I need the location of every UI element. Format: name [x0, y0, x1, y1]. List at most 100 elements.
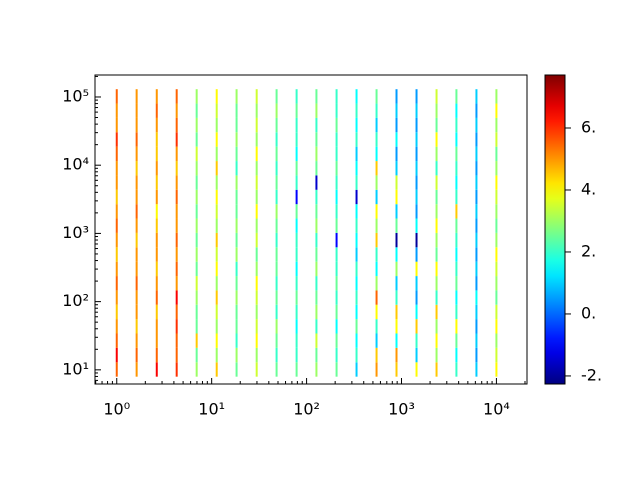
x-tick-label: 10⁴ — [483, 400, 510, 419]
cell — [355, 204, 358, 219]
cell — [155, 103, 158, 118]
x-tick-label: 10³ — [388, 400, 415, 419]
cell — [275, 175, 278, 190]
cell — [335, 89, 338, 104]
cell — [295, 276, 298, 291]
cell — [355, 261, 358, 277]
cell — [455, 232, 458, 248]
cell — [255, 319, 258, 334]
cell — [415, 319, 418, 334]
cell — [315, 347, 318, 363]
cell — [435, 218, 438, 233]
cell — [455, 218, 458, 233]
cell — [435, 103, 438, 118]
cell — [495, 204, 498, 219]
cell — [255, 276, 258, 291]
cell — [375, 333, 378, 348]
cell — [195, 204, 198, 219]
cell — [475, 261, 478, 277]
cell — [195, 276, 198, 291]
cell — [435, 204, 438, 219]
cell — [115, 161, 118, 176]
cell — [355, 103, 358, 118]
cell — [375, 247, 378, 262]
cell — [155, 347, 158, 363]
cell — [255, 261, 258, 277]
cell — [135, 362, 138, 377]
cell — [395, 247, 398, 262]
cell — [235, 103, 238, 118]
cell — [435, 290, 438, 305]
cell — [455, 189, 458, 205]
cell — [175, 132, 178, 147]
cell — [455, 261, 458, 277]
cell — [335, 117, 338, 133]
cell — [215, 146, 218, 162]
cell — [215, 362, 218, 377]
cell — [135, 304, 138, 320]
cell — [455, 362, 458, 377]
cell — [435, 89, 438, 104]
cell — [435, 232, 438, 248]
cell — [415, 189, 418, 205]
cell — [315, 333, 318, 348]
cell — [215, 117, 218, 133]
cell — [195, 333, 198, 348]
cell — [495, 261, 498, 277]
cell — [155, 189, 158, 205]
cell — [395, 304, 398, 320]
cell — [215, 189, 218, 205]
cell — [235, 232, 238, 248]
cell — [295, 347, 298, 363]
cell — [235, 175, 238, 190]
cell — [435, 161, 438, 176]
cell — [175, 189, 178, 205]
cell — [255, 232, 258, 248]
cell — [475, 290, 478, 305]
cell — [275, 218, 278, 233]
cell — [195, 347, 198, 363]
cell — [475, 276, 478, 291]
cell — [395, 347, 398, 363]
cell — [175, 247, 178, 262]
cell — [395, 146, 398, 162]
cell — [215, 333, 218, 348]
cell — [275, 189, 278, 205]
cell — [475, 161, 478, 176]
y-tick-label: 10¹ — [62, 359, 89, 378]
cell — [295, 132, 298, 147]
cell — [315, 362, 318, 377]
cell — [435, 117, 438, 133]
cell — [275, 161, 278, 176]
cell — [255, 189, 258, 205]
cell — [435, 362, 438, 377]
cell — [115, 347, 118, 363]
plot-frame — [94, 74, 528, 385]
cell — [435, 146, 438, 162]
cell — [215, 290, 218, 305]
cell — [155, 161, 158, 176]
cell — [275, 204, 278, 219]
cell — [455, 276, 458, 291]
x-tick-label: 10¹ — [198, 400, 225, 419]
cell — [395, 218, 398, 233]
cell — [355, 218, 358, 233]
cell — [115, 218, 118, 233]
cell — [235, 189, 238, 205]
cell — [295, 304, 298, 320]
cell — [335, 103, 338, 118]
cell — [415, 161, 418, 176]
cell — [115, 103, 118, 118]
cell — [455, 347, 458, 363]
cell — [115, 132, 118, 147]
cell — [415, 103, 418, 118]
cell — [335, 218, 338, 233]
cell — [135, 189, 138, 205]
cell — [195, 161, 198, 176]
cell — [295, 146, 298, 162]
cell — [335, 161, 338, 176]
cell — [415, 204, 418, 219]
cell — [195, 362, 198, 377]
cell — [235, 218, 238, 233]
cell — [295, 117, 298, 133]
